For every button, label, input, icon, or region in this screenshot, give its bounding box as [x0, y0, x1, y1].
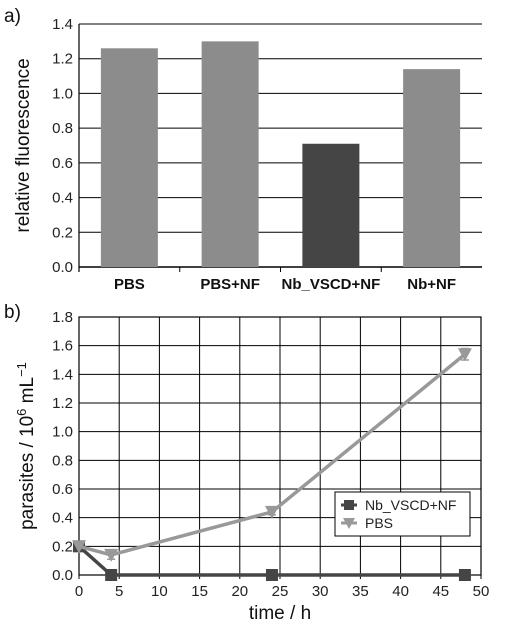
y-tick-label: 1.2 [52, 51, 73, 68]
legend-marker [343, 518, 355, 529]
y-axis-title-part: mL [17, 377, 38, 409]
y-axis-title-superscript: 6 [14, 409, 29, 416]
x-tick-label: 20 [231, 583, 248, 600]
bar [403, 69, 461, 267]
panel-b-label: b) [4, 302, 21, 323]
y-tick-label: 0.8 [52, 452, 73, 469]
data-point [458, 569, 471, 581]
y-tick-label: 0.8 [52, 120, 73, 137]
legend-marker [344, 500, 354, 510]
bar [302, 143, 360, 267]
x-tick-label: 0 [75, 583, 83, 600]
y-axis-title-part: parasites / 10 [17, 416, 38, 530]
category-label: PBS+NF [200, 276, 260, 293]
x-tick-label: 5 [115, 583, 123, 600]
data-point [457, 348, 472, 362]
y-tick-label: 0.0 [52, 259, 73, 276]
x-tick-label: 25 [272, 583, 289, 600]
category-label: PBS [114, 276, 145, 293]
series-line [77, 545, 465, 577]
y-tick-label: 1.4 [52, 366, 73, 383]
data-point [105, 569, 118, 581]
x-tick-label: 40 [392, 583, 409, 600]
x-tick-label: 35 [352, 583, 369, 600]
legend: Nb_VSCD+NF PBS [334, 491, 471, 537]
y-tick-label: 1.0 [52, 424, 73, 441]
category-label: Nb+NF [407, 276, 456, 293]
y-tick-label: 0.2 [52, 538, 73, 555]
x-tick-label: 50 [473, 583, 490, 600]
x-tick-label: 15 [191, 583, 208, 600]
data-point [265, 569, 278, 581]
y-tick-label: 0.6 [52, 155, 73, 172]
x-tick-label: 10 [151, 583, 168, 600]
y-tick-label: 0.4 [52, 190, 73, 207]
category-label: Nb_VSCD+NF [281, 276, 380, 293]
y-tick-label: 1.4 [52, 16, 73, 33]
y-tick-label: 0.2 [52, 224, 73, 241]
series-1 [72, 347, 472, 562]
series-line [78, 352, 467, 557]
y-tick-label: 1.2 [52, 395, 73, 412]
data-point [264, 505, 279, 519]
data-point [72, 540, 86, 554]
y-axis-title: relative fluorescence [13, 58, 34, 232]
x-tick-label: 45 [432, 583, 449, 600]
y-tick-label: 1.8 [52, 309, 73, 326]
y-tick-label: 1.6 [52, 338, 73, 355]
y-axis-title-superscript: −1 [14, 362, 29, 377]
x-tick-label: 30 [312, 583, 329, 600]
y-axis-title: parasites / 106 mL−1 [14, 362, 38, 530]
y-tick-label: 0.0 [52, 567, 73, 584]
bar-chart-a: 0.0 0.2 0.4 0.6 0.8 1.0 1.2 1.4 PBS PBS+NF Nb_VSCD… [13, 16, 482, 293]
y-tick-label: 0.6 [52, 481, 73, 498]
y-tick-label: 0.4 [52, 510, 73, 527]
legend-box [334, 491, 471, 537]
panel-a-label: a) [4, 6, 21, 27]
line-chart-b: 0.0 0.2 0.4 0.6 0.8 1.0 1.2 1.4 1.6 1.8 0 5 10 15 20 25… [14, 309, 489, 624]
legend-label: Nb_VSCD+NF [365, 497, 456, 513]
legend-label: PBS [365, 515, 393, 531]
bar [100, 48, 158, 267]
x-axis-title: time / h [249, 603, 311, 624]
data-point [104, 548, 119, 562]
bar [201, 41, 259, 267]
y-tick-label: 1.0 [52, 85, 73, 102]
